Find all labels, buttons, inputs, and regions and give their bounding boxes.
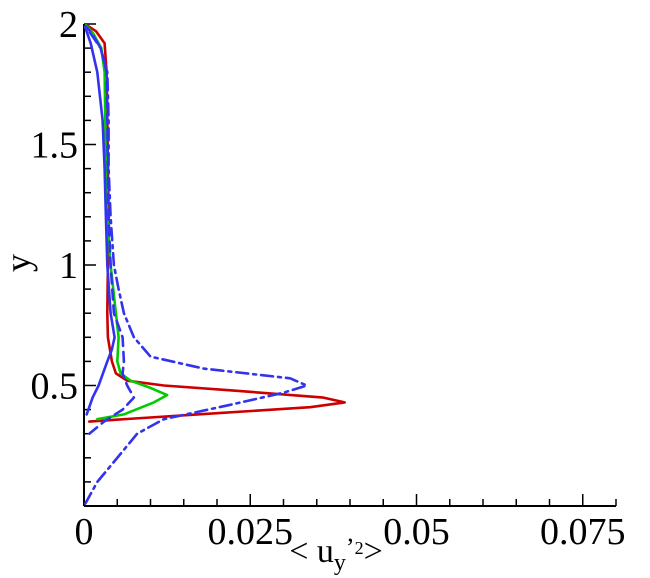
series-line-4 [84, 25, 136, 435]
axes [83, 24, 616, 507]
x-tick-label: 0.075 [540, 511, 626, 553]
x-tick-label: 0.025 [208, 511, 294, 553]
series-line-5 [84, 25, 309, 505]
y-tick-label: 1 [59, 245, 78, 287]
y-ticks: 0.5 1 1.5 2 [31, 4, 96, 507]
series-group [84, 23, 346, 505]
axis-labels: y < uy’2> [0, 254, 383, 576]
y-tick-label: 1.5 [31, 125, 79, 167]
x-tick-label: 0.05 [383, 511, 450, 553]
series-line-3 [84, 26, 116, 416]
y-tick-label: 2 [59, 4, 78, 46]
x-tick-label: 0 [75, 511, 94, 553]
y-tick-label: 0.5 [31, 366, 79, 408]
x-ticks: 0 0.025 0.05 0.075 [75, 494, 626, 553]
y-axis-label: y [0, 254, 38, 272]
series-line-1 [85, 23, 346, 423]
x-axis-label: < uy’2> [289, 533, 383, 576]
